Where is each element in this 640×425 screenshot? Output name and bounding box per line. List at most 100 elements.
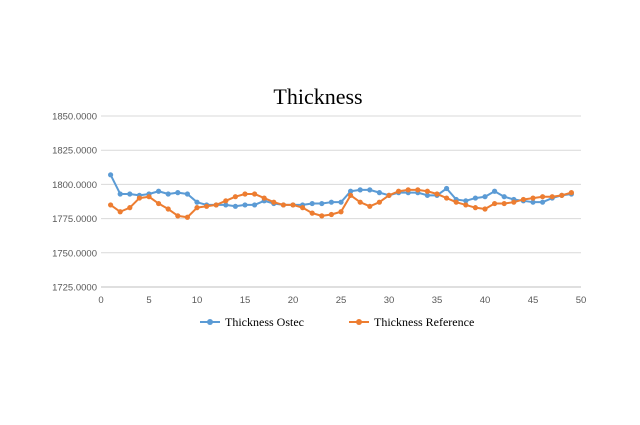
data-point	[492, 200, 498, 207]
data-point	[357, 199, 363, 205]
x-tick-label: 50	[576, 295, 587, 306]
y-tick-label: 1825.0000	[52, 146, 97, 157]
x-tick-label: 40	[480, 295, 491, 306]
data-point	[175, 213, 181, 219]
data-point	[501, 194, 507, 200]
legend-label: Thickness Reference	[374, 315, 474, 329]
legend-marker	[356, 319, 362, 325]
data-point	[328, 211, 334, 218]
data-point	[463, 198, 469, 204]
data-point	[252, 191, 258, 197]
x-tick-label: 0	[98, 295, 103, 306]
data-point	[501, 200, 507, 207]
data-point	[117, 191, 123, 197]
y-tick-label: 1750.0000	[52, 248, 97, 259]
legend-item: Thickness Ostec	[200, 315, 304, 329]
data-point	[136, 195, 142, 201]
data-point	[261, 195, 267, 201]
legend-marker	[207, 319, 213, 325]
data-point	[213, 202, 219, 208]
data-point	[194, 205, 200, 211]
data-point	[530, 195, 536, 201]
data-point	[319, 200, 325, 207]
data-point	[540, 199, 546, 205]
data-point	[194, 199, 200, 205]
data-point	[184, 214, 190, 220]
data-point	[549, 194, 555, 200]
data-point	[127, 205, 133, 211]
data-point	[242, 202, 248, 208]
y-tick-label: 1725.0000	[52, 283, 97, 294]
series-layer	[108, 172, 575, 220]
data-point	[530, 199, 536, 205]
data-point	[376, 190, 382, 196]
data-point	[559, 192, 565, 198]
x-tick-label: 5	[146, 295, 151, 306]
x-tick-label: 10	[192, 295, 203, 306]
x-tick-label: 15	[240, 295, 251, 306]
data-point	[309, 200, 315, 207]
legend-item: Thickness Reference	[349, 315, 474, 329]
data-point	[156, 200, 162, 207]
data-point	[232, 194, 238, 200]
data-point	[108, 202, 114, 208]
data-point	[367, 187, 373, 193]
data-point	[482, 194, 488, 200]
data-point	[252, 202, 258, 208]
data-point	[204, 203, 210, 209]
data-point	[223, 198, 229, 204]
data-point	[444, 185, 450, 192]
legend: Thickness Ostec Thickness Reference	[200, 315, 474, 329]
data-point	[146, 194, 152, 200]
data-point	[165, 206, 171, 212]
data-point	[415, 187, 421, 193]
data-point	[367, 203, 373, 209]
data-point	[463, 202, 469, 208]
data-point	[165, 191, 171, 197]
x-tick-label: 25	[336, 295, 347, 306]
data-point	[232, 203, 238, 209]
data-point	[396, 188, 402, 194]
data-point	[424, 188, 430, 194]
data-point	[319, 213, 325, 219]
data-point	[300, 205, 306, 211]
data-point	[434, 191, 440, 197]
data-point	[348, 192, 354, 198]
data-point	[175, 190, 181, 196]
data-point	[444, 195, 450, 201]
chart-title: Thickness	[273, 84, 362, 109]
data-point	[520, 196, 527, 203]
data-point	[338, 209, 344, 215]
data-point	[242, 191, 248, 197]
data-point	[184, 191, 190, 197]
data-point	[424, 192, 430, 198]
data-point	[472, 205, 478, 211]
data-point	[328, 199, 334, 205]
data-point	[472, 195, 478, 201]
data-point	[338, 199, 344, 205]
legend-label: Thickness Ostec	[225, 315, 304, 329]
axes: 1725.0000 1750.0000 1775.0000 1800.0000 1825…	[52, 112, 586, 307]
data-point	[223, 202, 229, 208]
x-tick-label: 30	[384, 295, 395, 306]
data-point	[127, 191, 133, 197]
y-tick-label: 1800.0000	[52, 180, 97, 191]
data-point	[117, 209, 123, 215]
data-point	[309, 210, 315, 216]
x-tick-label: 20	[288, 295, 299, 306]
data-point	[568, 190, 575, 196]
data-point	[540, 194, 546, 200]
data-point	[386, 192, 392, 198]
data-point	[156, 188, 162, 194]
data-point	[348, 188, 354, 194]
data-point	[492, 188, 498, 194]
data-point	[453, 199, 459, 205]
x-tick-label: 45	[528, 295, 539, 306]
y-tick-label: 1775.0000	[52, 214, 97, 225]
y-tick-label: 1850.0000	[52, 112, 97, 123]
data-point	[405, 187, 411, 193]
data-point	[290, 202, 296, 208]
x-tick-label: 35	[432, 295, 443, 306]
